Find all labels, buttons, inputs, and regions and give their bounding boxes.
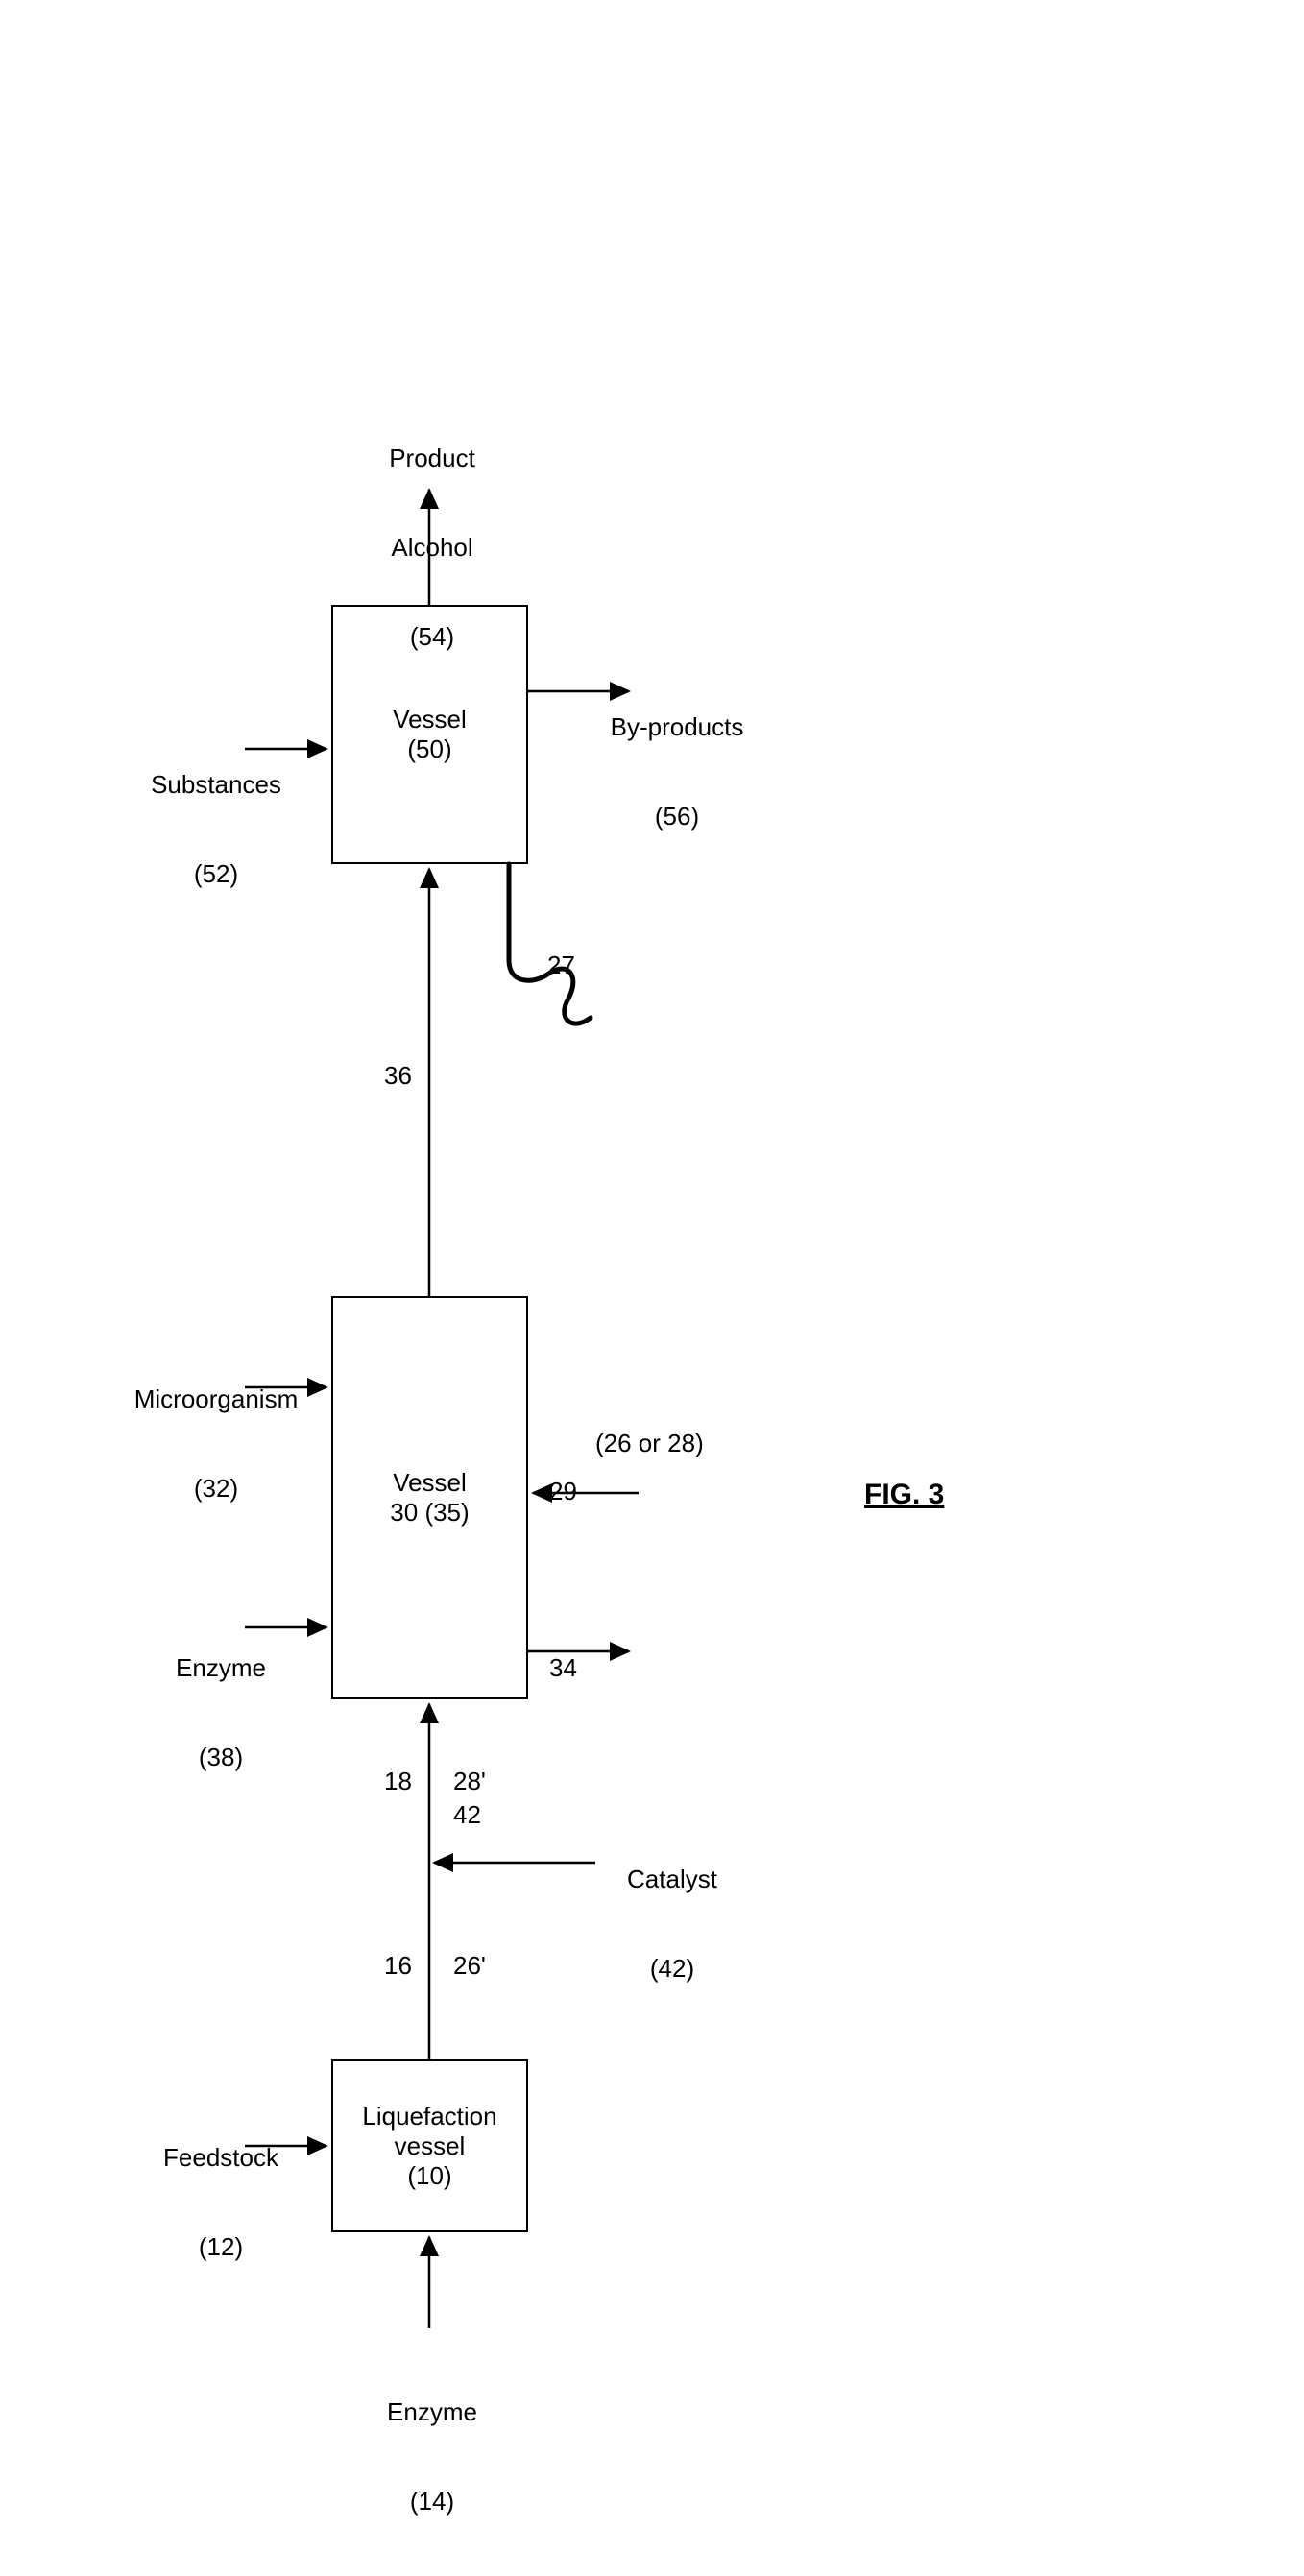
label-text: (52) <box>125 859 307 889</box>
label-text: Enzyme <box>355 2397 509 2427</box>
annot-18: 18 <box>384 1767 412 1796</box>
label-text: By-products <box>586 712 768 742</box>
node-vessel-30: Vessel 30 (35) <box>331 1296 528 1699</box>
annot-28p: 28' <box>453 1767 486 1796</box>
annot-29: 29 <box>549 1477 577 1506</box>
label-text: (38) <box>144 1743 298 1772</box>
label-text: (12) <box>144 2232 298 2262</box>
label-enzyme-38: Enzyme (38) <box>144 1594 298 1832</box>
label-text: (42) <box>595 1954 749 1984</box>
label-text: Product <box>355 444 509 473</box>
label-catalyst: Catalyst (42) <box>595 1805 749 2043</box>
label-product-alcohol: Product Alcohol (54) <box>355 384 509 711</box>
recycle-27 <box>509 864 591 1023</box>
node-text: vessel <box>395 2131 466 2161</box>
node-text: (10) <box>407 2161 451 2191</box>
label-text: Feedstock <box>144 2143 298 2173</box>
annot-26p: 26' <box>453 1951 486 1981</box>
annot-16: 16 <box>384 1951 412 1981</box>
connectors-layer <box>0 0 1304 2432</box>
node-text: Vessel <box>393 1468 467 1498</box>
node-liquefaction-vessel: Liquefaction vessel (10) <box>331 2059 528 2232</box>
label-text: Alcohol <box>355 533 509 563</box>
label-text: (56) <box>586 802 768 831</box>
label-text: (32) <box>115 1474 317 1504</box>
label-text: Substances <box>125 770 307 800</box>
label-text: (14) <box>355 2487 509 2516</box>
annot-29b: (26 or 28) <box>595 1429 704 1458</box>
diagram-canvas: Liquefaction vessel (10) Vessel 30 (35) … <box>0 0 1304 2432</box>
label-substances: Substances (52) <box>125 710 307 949</box>
label-text: Enzyme <box>144 1653 298 1683</box>
node-text: (50) <box>407 734 451 764</box>
node-text: Liquefaction <box>362 2102 496 2131</box>
label-microorganism: Microorganism (32) <box>115 1325 317 1563</box>
node-text: 30 (35) <box>390 1498 469 1528</box>
label-by-products: By-products (56) <box>586 653 768 891</box>
annot-27: 27 <box>547 951 575 980</box>
label-text: (54) <box>355 622 509 652</box>
label-text: Catalyst <box>595 1865 749 1894</box>
label-feedstock: Feedstock (12) <box>144 2083 298 2322</box>
annot-34: 34 <box>549 1653 577 1683</box>
label-enzyme-14: Enzyme (14) <box>355 2338 509 2576</box>
figure-caption: FIG. 3 <box>864 1479 944 1511</box>
annot-36: 36 <box>384 1061 412 1091</box>
label-text: Microorganism <box>115 1384 317 1414</box>
annot-42: 42 <box>453 1800 481 1830</box>
